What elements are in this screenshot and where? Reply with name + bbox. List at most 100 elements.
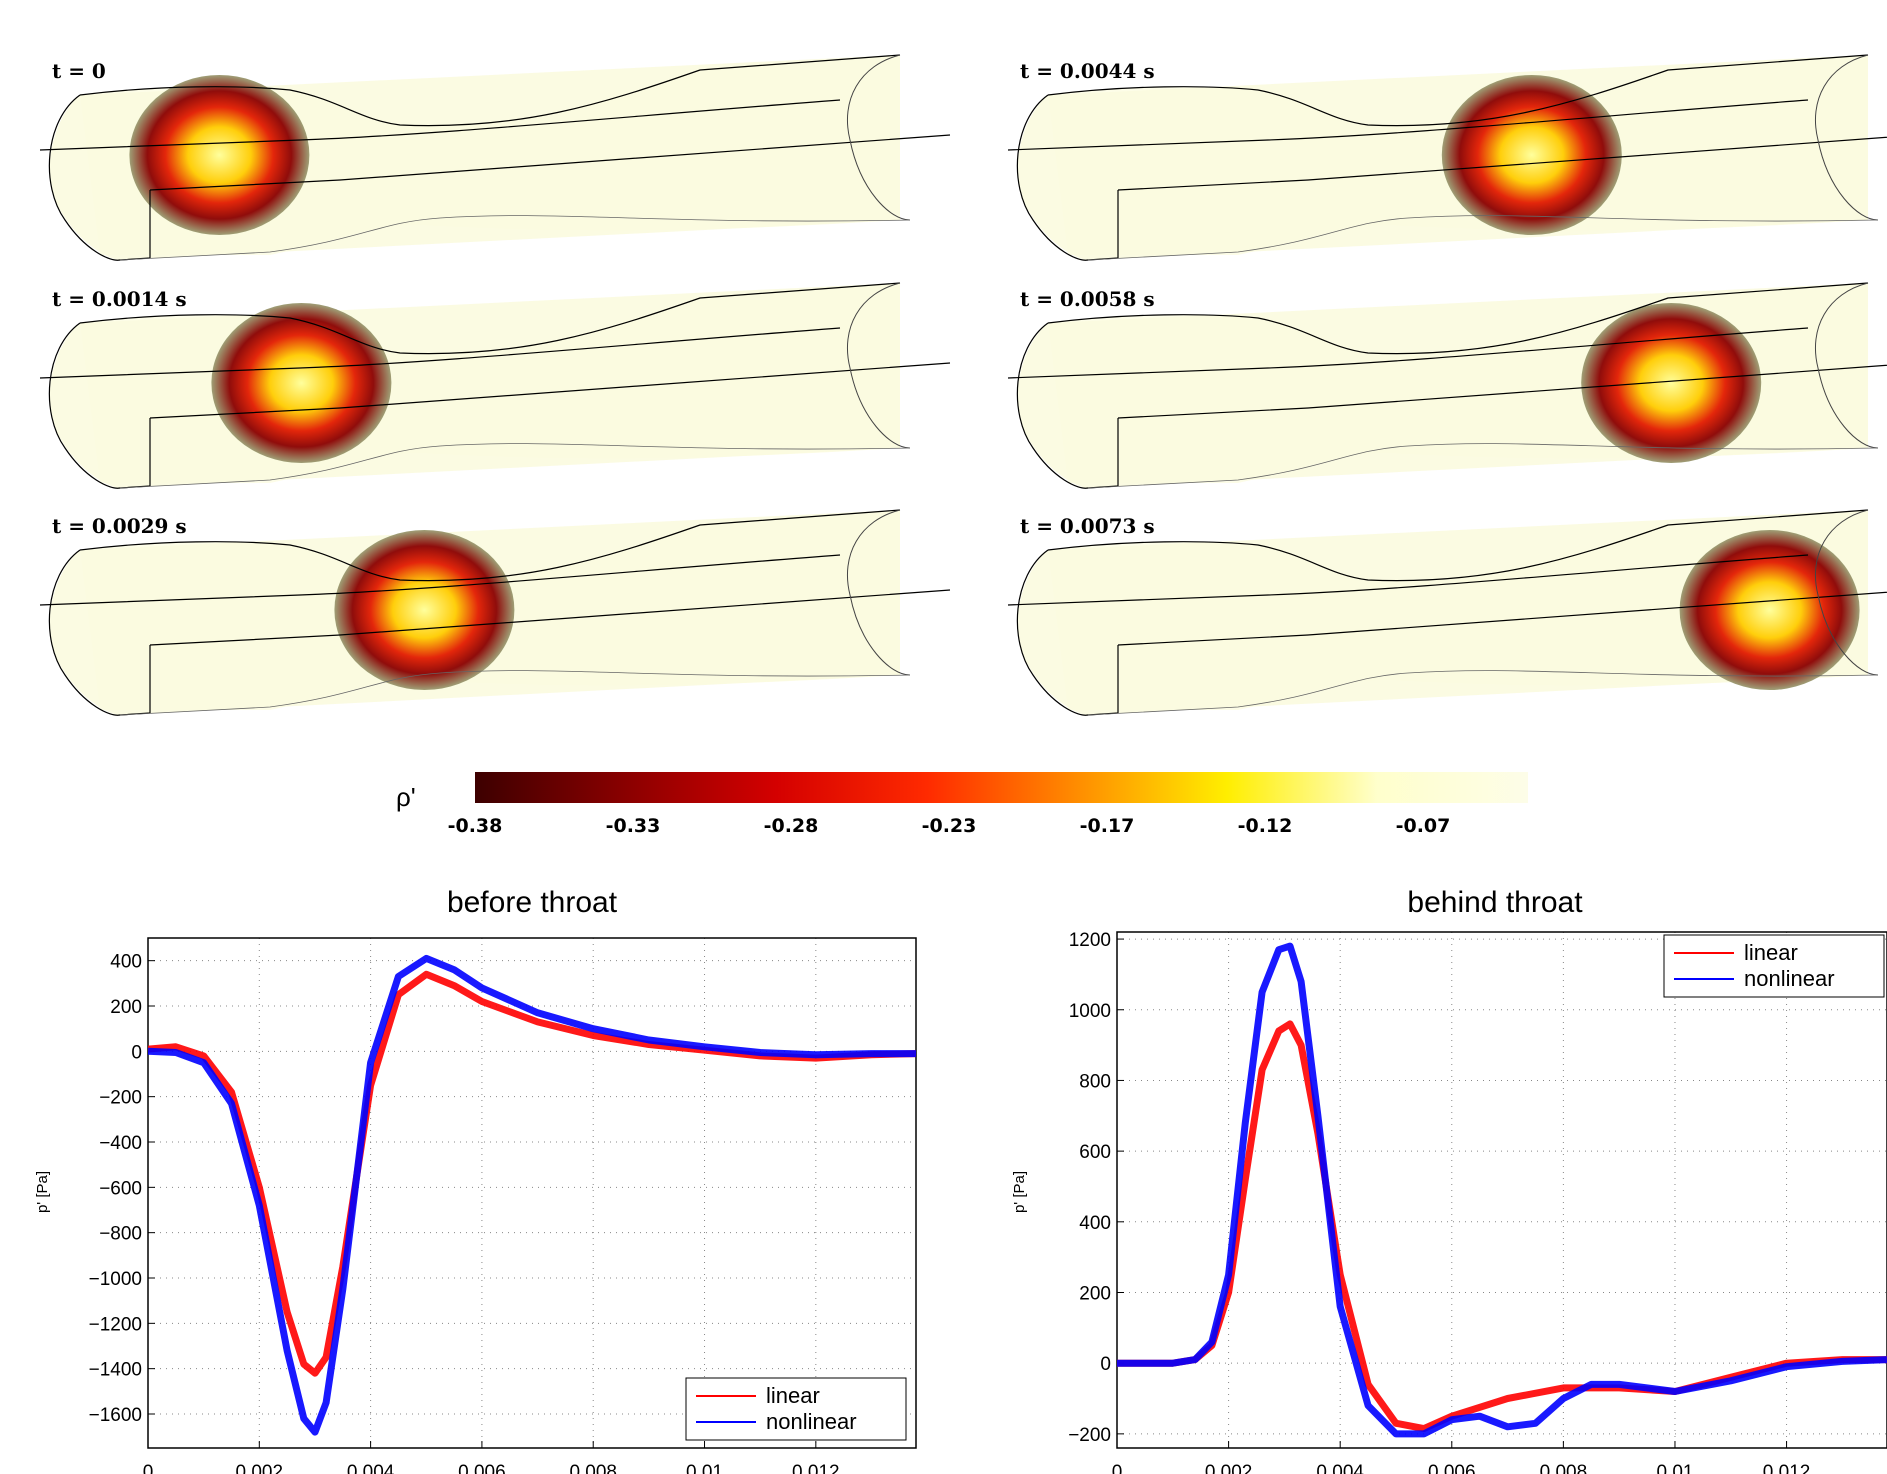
colorbar-tick-label: -0.07 [1396,815,1451,837]
legend-box [685,1377,907,1441]
nozzle-top-edge [1047,282,1869,355]
outlet-edge [1814,54,1879,221]
nozzle-mid-line [39,327,841,379]
series-line [1117,942,1887,1438]
y-tick-label: 1000 [1069,1001,1111,1022]
nozzle-snapshot: t = 0 [39,54,951,261]
nozzle-bottom-edge [1087,670,1879,716]
legend-entry: nonlinear [766,1409,857,1434]
colorbar-label: ρ' [396,782,416,812]
y-tick-label: −1200 [89,1314,142,1335]
colorbar-tick-label: -0.17 [1080,815,1135,837]
colorbar: ρ' -0.38 -0.33 -0.28 -0.23 -0.17 -0.12 -0.07 [396,772,1528,837]
density-pulse [1679,530,1860,690]
nozzle-fill [49,283,901,488]
legend-entry: nonlinear [1744,966,1835,991]
nozzle-top-edge [1047,54,1869,127]
outlet-edge [1814,282,1879,449]
outlet-edge [846,509,911,676]
nozzle-snapshot: t = 0.0014 s [39,282,951,489]
nozzle-snapshot: t = 0.0044 s [1007,54,1887,261]
y-tick-label: −600 [99,1178,142,1199]
colorbar-tick-label: -0.33 [606,815,661,837]
nozzle-bottom-edge [119,215,911,261]
y-tick-label: −1000 [89,1269,142,1290]
density-pulse [211,303,392,463]
legend-box [1663,934,1885,998]
x-tick-label: 0.01 [686,1462,723,1474]
nozzle-cut-line [1117,591,1887,646]
density-pulse [1581,303,1762,463]
y-tick-label: 600 [1079,1142,1111,1163]
colorbar-tick-label: -0.38 [448,815,503,837]
x-tick-label: 0.002 [1205,1462,1253,1474]
x-tick-label: 0.008 [1540,1462,1588,1474]
y-tick-label: 400 [1079,1213,1111,1234]
nozzle-cut-line [1117,136,1887,191]
inlet-edge [1016,322,1119,489]
x-tick-label: 0.002 [236,1462,284,1474]
nozzle-bottom-edge [119,670,911,716]
snapshot-time-label: t = 0.0058 s [1020,287,1155,311]
outlet-edge [1814,509,1879,676]
x-tick-label: 0.006 [458,1462,506,1474]
chart-title: behind throat [1407,886,1583,919]
inlet-edge [1016,549,1119,716]
nozzle-top-edge [79,509,901,582]
y-tick-label: −1600 [89,1405,142,1426]
x-tick-label: 0 [143,1462,154,1474]
inlet-edge [48,94,151,261]
x-tick-label: 0.012 [792,1462,840,1474]
colorbar-tick-label: -0.12 [1238,815,1293,837]
density-pulse [129,75,310,235]
nozzle-mid-line [1007,327,1809,379]
inlet-edge [1016,94,1119,261]
nozzle-mid-line [39,554,841,606]
nozzle-cut-line [149,362,951,419]
density-pulse [1441,75,1622,235]
outlet-edge [846,282,911,449]
colorbar-tick-label: -0.23 [922,815,977,837]
nozzle-mid-line [39,99,841,151]
plot-frame [1116,931,1887,1449]
legend-entry: linear [1744,940,1798,965]
snapshot-time-label: t = 0 [52,59,106,83]
y-tick-label: 800 [1079,1071,1111,1092]
y-tick-label: 400 [110,952,142,973]
nozzle-snapshot: t = 0.0073 s [1007,509,1887,716]
nozzle-bottom-edge [1087,215,1879,261]
snapshot-time-label: t = 0.0029 s [52,514,187,538]
nozzle-snapshot: t = 0.0058 s [1007,282,1887,489]
snapshot-time-label: t = 0.0044 s [1020,59,1155,83]
y-tick-label: −400 [99,1133,142,1154]
y-tick-label: 0 [131,1042,142,1063]
x-tick-label: 0.012 [1763,1462,1811,1474]
y-axis-label: p' [Pa] [1011,1171,1028,1213]
y-tick-label: 200 [110,997,142,1018]
series-line [148,954,916,1436]
snapshot-time-label: t = 0.0073 s [1020,514,1155,538]
legend-entry: linear [766,1383,820,1408]
nozzle-fill [1017,510,1868,715]
nozzle-cut-line [149,589,951,646]
nozzle-cut-line [149,134,951,191]
nozzle-cut-line [1117,364,1887,419]
outlet-edge [846,54,911,221]
y-tick-label: −800 [99,1224,142,1245]
nozzle-bottom-edge [119,443,911,489]
inlet-edge [48,549,151,716]
nozzle-mid-line [1007,99,1809,151]
colorbar-gradient [475,772,1528,803]
nozzle-top-edge [79,54,901,127]
nozzle-bottom-edge [1087,443,1879,489]
colorbar-tick-label: -0.28 [764,815,819,837]
y-tick-label: 0 [1100,1354,1111,1375]
y-axis-label: p' [Pa] [34,1171,51,1213]
inlet-edge [48,322,151,489]
x-tick-label: 0.01 [1656,1462,1693,1474]
density-pulse [334,530,515,690]
snapshot-time-label: t = 0.0014 s [52,287,187,311]
nozzle-snapshots: t = 0 t = 0.0014 s t = 0.0029 s t = 0.0044 … [39,54,1887,716]
x-tick-label: 0.008 [569,1462,617,1474]
